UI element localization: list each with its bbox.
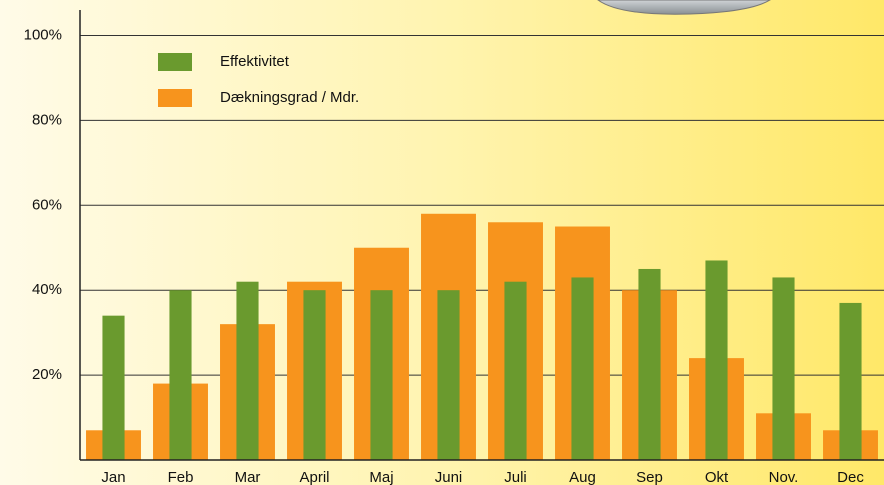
bar (504, 282, 526, 460)
y-tick-label: 80% (32, 111, 62, 128)
x-tick-label: Sep (636, 469, 663, 485)
bar (772, 277, 794, 460)
legend-swatch (158, 89, 192, 107)
legend-swatch (158, 53, 192, 71)
x-tick-label: Feb (168, 469, 194, 485)
bar (437, 290, 459, 460)
legend-label: Dækningsgrad / Mdr. (220, 89, 359, 106)
bar (303, 290, 325, 460)
bar (169, 290, 191, 460)
x-tick-label: Nov. (769, 469, 799, 485)
x-tick-label: Dec (837, 469, 864, 485)
x-tick-label: Maj (369, 469, 393, 485)
x-tick-label: Mar (235, 469, 261, 485)
page: {"chart_data": { "type": "bar", "categor… (0, 0, 884, 485)
y-tick-label: 40% (32, 281, 62, 298)
x-tick-label: Okt (705, 469, 729, 485)
bar (638, 269, 660, 460)
y-tick-label: 100% (24, 26, 62, 43)
x-tick-label: Juli (504, 469, 527, 485)
bar (571, 277, 593, 460)
legend-label: Effektivitet (220, 53, 290, 70)
y-tick-label: 60% (32, 196, 62, 213)
x-tick-label: Juni (435, 469, 463, 485)
bar (370, 290, 392, 460)
x-tick-label: Aug (569, 469, 596, 485)
bar (102, 316, 124, 460)
x-tick-label: Jan (101, 469, 125, 485)
y-tick-label: 20% (32, 366, 62, 383)
chart: 20% 40% 60% 80% 100% Jan Feb Mar April Maj Juni Jul… (0, 0, 884, 485)
bar (236, 282, 258, 460)
x-tick-label: April (299, 469, 329, 485)
bar (839, 303, 861, 460)
bar (705, 260, 727, 460)
